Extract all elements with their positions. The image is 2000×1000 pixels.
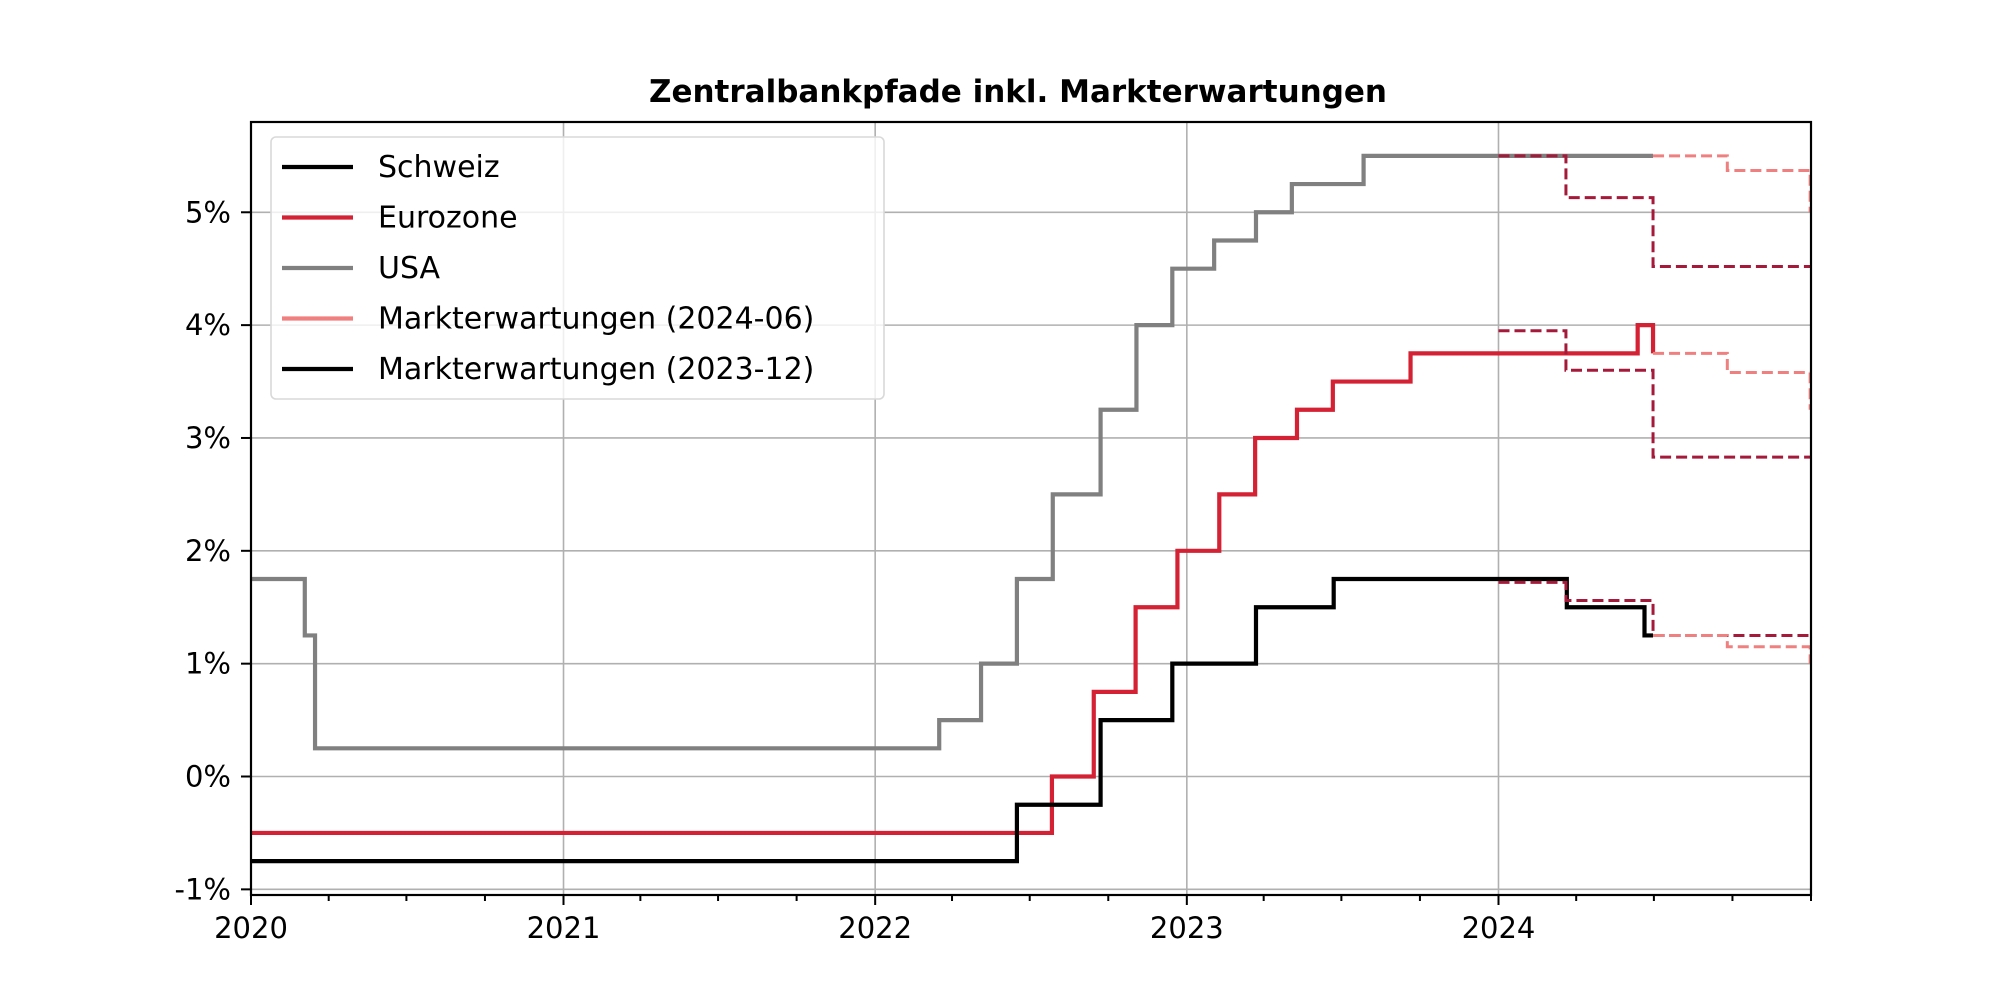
y-tick-label: 0% [185,760,231,794]
y-tick-label: 4% [185,308,231,342]
legend-label: Markterwartungen (2024-06) [378,302,814,337]
x-tick-label: 2020 [214,911,288,945]
series-line-usa [251,153,1654,751]
legend-label: Markterwartungen (2023-12) [378,352,814,387]
y-tick-label: -1% [175,872,231,906]
y-tick-label: 3% [185,421,231,455]
legend-label: Schweiz [378,150,500,185]
series-line-markterwartungen-2023-12 [1498,329,1811,459]
plot-frame [249,120,1813,897]
series-line-markterwartungen-2024-06 [1653,351,1812,410]
x-tick-label: 2022 [838,911,912,945]
legend: Schweiz Eurozone USA Markterwartungen (2024… [270,136,885,400]
series-line-markterwartungen-2024-06 [1653,633,1812,664]
chart-title: Zentralbankpfade inkl. Markterwartungen [649,74,1387,110]
legend-label: Eurozone [378,201,518,236]
x-tick-label: 2023 [1150,911,1224,945]
y-tick-label: 2% [185,534,231,568]
series-line-eurozone [251,323,1656,836]
y-axis: -1% 0% 1% 2% 3% 4% 5% [175,195,251,906]
series-line-markterwartungen-2023-12 [1498,154,1811,268]
legend-label: USA [378,251,441,286]
legend-box [270,136,885,400]
series-line-schweiz [251,576,1654,864]
x-tick-label: 2021 [527,911,601,945]
x-tick-label: 2024 [1462,911,1536,945]
y-tick-label: 5% [185,195,231,229]
y-tick-label: 1% [185,647,231,681]
x-axis: 2020 2021 2022 2023 2024 [214,895,1812,945]
